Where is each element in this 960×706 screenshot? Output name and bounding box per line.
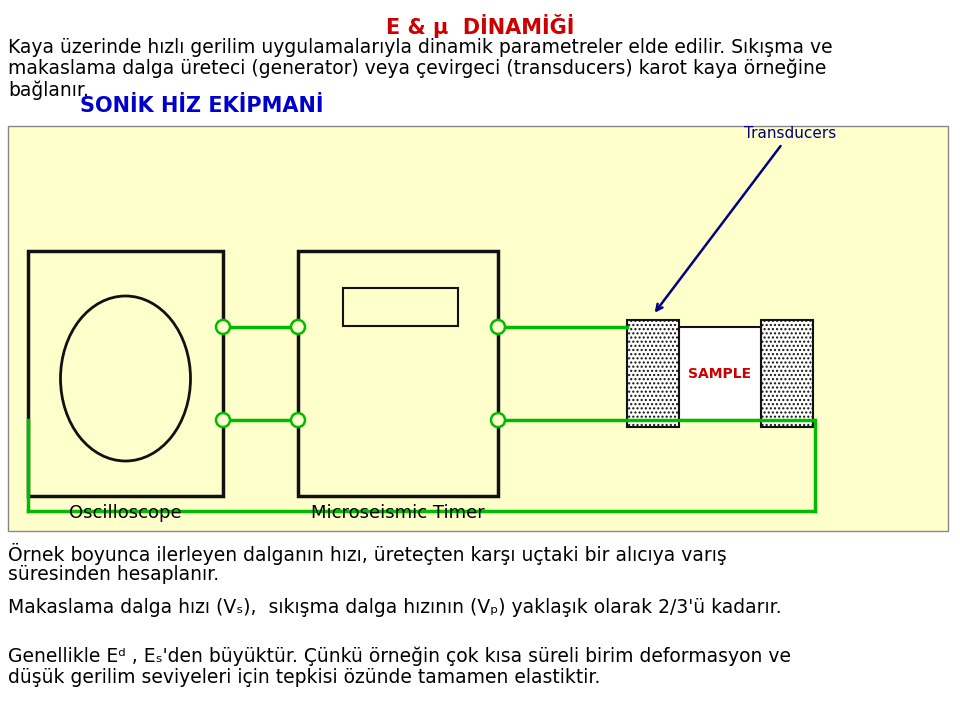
Text: Oscilloscope: Oscilloscope (69, 504, 181, 522)
Circle shape (291, 320, 305, 334)
Text: SAMPLE: SAMPLE (688, 366, 752, 381)
Bar (28, 251, 223, 496)
Text: E & μ  DİNAMİĞİ: E & μ DİNAMİĞİ (386, 14, 574, 38)
Text: makaslama dalga üreteci (generator) veya çevirgeci (transducers) karot kaya örne: makaslama dalga üreteci (generator) veya… (8, 59, 827, 78)
Text: bağlanır.: bağlanır. (8, 80, 89, 100)
Text: Genellikle Eᵈ , Eₛ'den büyüktür. Çünkü örneğin çok kısa süreli birim deformasyon: Genellikle Eᵈ , Eₛ'den büyüktür. Çünkü ö… (8, 646, 791, 666)
Circle shape (216, 320, 230, 334)
Circle shape (291, 413, 305, 427)
Text: Microseismic Timer: Microseismic Timer (311, 504, 485, 522)
Text: Makaslama dalga hızı (Vₛ),  sıkışma dalga hızının (Vₚ) yaklaşık olarak 2/3'ü kad: Makaslama dalga hızı (Vₛ), sıkışma dalga… (8, 598, 781, 617)
Circle shape (491, 320, 505, 334)
Bar (8, 126, 948, 531)
Bar (761, 320, 813, 427)
Circle shape (216, 413, 230, 427)
Text: Transducers: Transducers (657, 126, 836, 311)
Bar (679, 327, 761, 420)
Text: Örnek boyunca ilerleyen dalganın hızı, üreteçten karşı uçtaki bir alıcıya varış: Örnek boyunca ilerleyen dalganın hızı, ü… (8, 543, 727, 565)
Bar (298, 251, 498, 496)
Text: SONİK HİZ EKİPMANİ: SONİK HİZ EKİPMANİ (80, 96, 324, 116)
Text: süresinden hesaplanır.: süresinden hesaplanır. (8, 565, 219, 584)
Bar (627, 320, 679, 427)
Text: düşük gerilim seviyeleri için tepkisi özünde tamamen elastiktir.: düşük gerilim seviyeleri için tepkisi öz… (8, 668, 600, 687)
Circle shape (491, 413, 505, 427)
Text: Kaya üzerinde hızlı gerilim uygulamalarıyla dinamik parametreler elde edilir. Sı: Kaya üzerinde hızlı gerilim uygulamaları… (8, 38, 832, 57)
Bar (343, 288, 458, 326)
